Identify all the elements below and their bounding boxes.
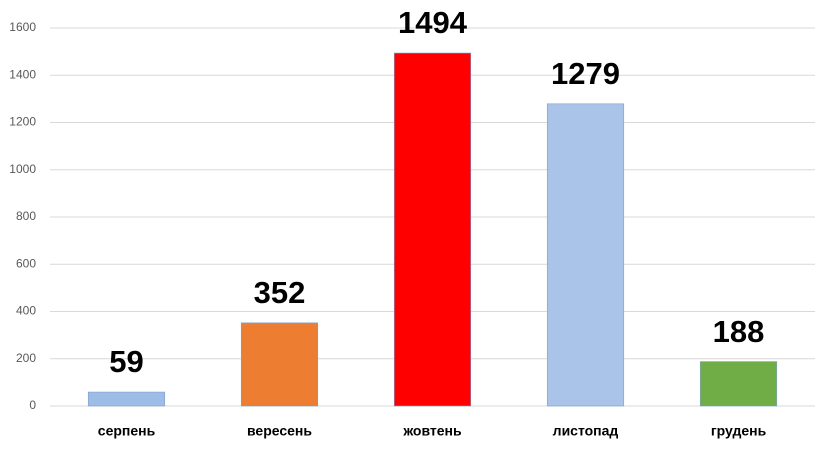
data-label: 1494: [398, 5, 468, 40]
y-tick-label: 600: [16, 256, 36, 270]
y-tick-label: 400: [16, 304, 36, 318]
bar: [240, 322, 319, 407]
y-tick-label: 1000: [9, 162, 36, 176]
y-tick-label: 0: [29, 398, 36, 412]
x-tick-label: грудень: [711, 423, 767, 439]
x-tick-label: жовтень: [402, 423, 462, 439]
y-tick-label: 200: [16, 351, 36, 365]
data-label: 1279: [551, 56, 620, 91]
y-tick-label: 1200: [9, 115, 36, 129]
y-tick-label: 1400: [9, 67, 36, 81]
x-tick-label: серпень: [98, 423, 156, 439]
bar: [699, 361, 778, 407]
data-label: 352: [254, 275, 306, 310]
data-label: 188: [713, 314, 765, 349]
y-tick-label: 800: [16, 209, 36, 223]
x-tick-label: листопад: [553, 423, 619, 439]
x-tick-label: вересень: [247, 423, 312, 439]
y-tick-label: 1600: [9, 20, 36, 34]
bar: [87, 391, 166, 407]
bar: [546, 103, 625, 407]
bar: [393, 52, 472, 407]
data-label: 59: [109, 344, 143, 379]
